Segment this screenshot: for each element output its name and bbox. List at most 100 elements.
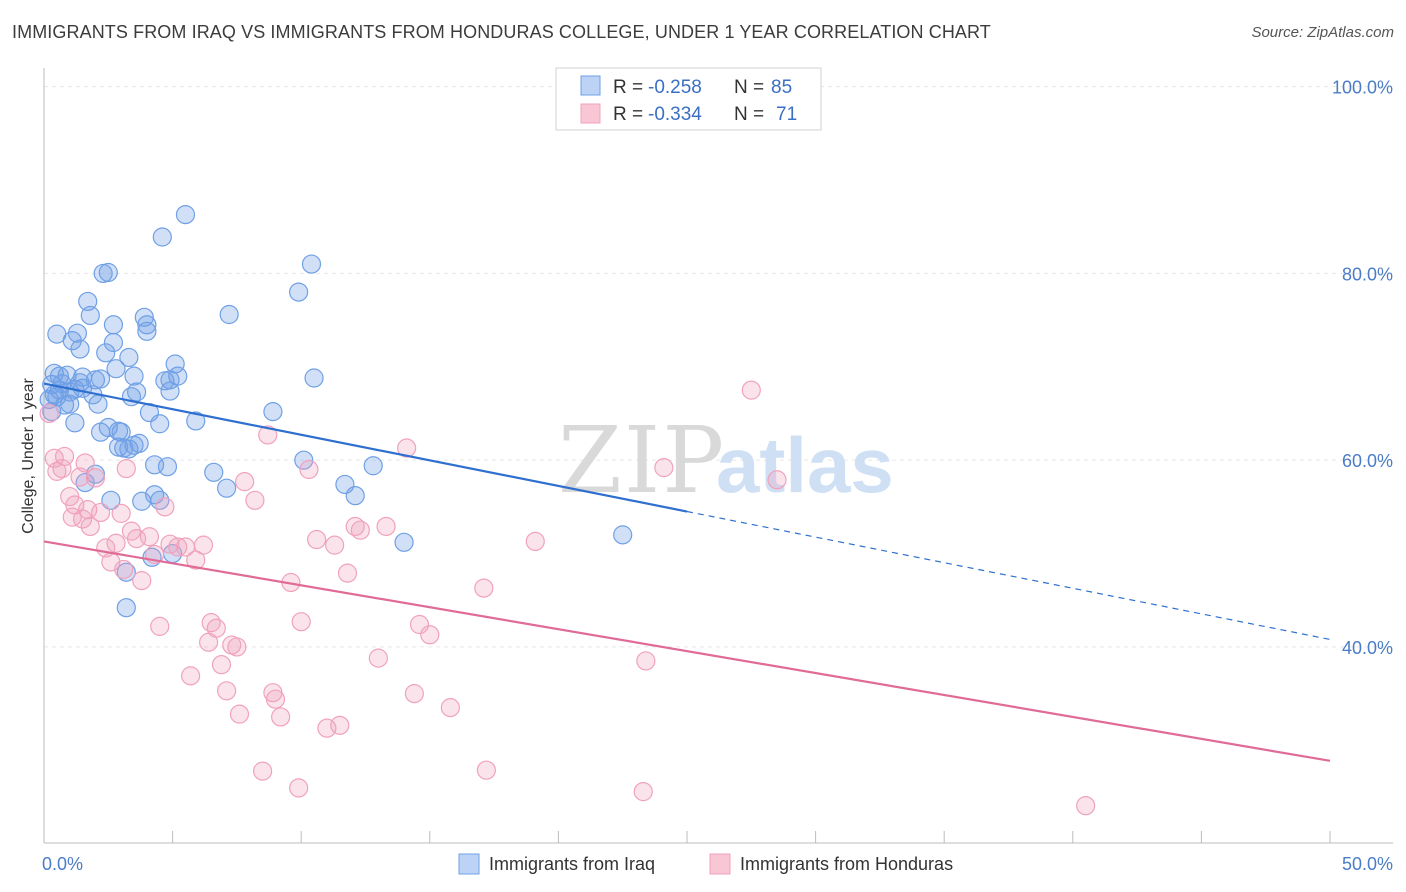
honduras-point-42 — [235, 472, 255, 492]
honduras-point-41 — [229, 704, 250, 724]
honduras-point-13 — [85, 468, 106, 488]
iraq-point-45 — [119, 347, 139, 368]
chart-title: IMMIGRANTS FROM IRAQ VS IMMIGRANTS FROM … — [12, 22, 991, 42]
legend-n-value-iraq: 85 — [771, 77, 792, 98]
bottom-legend-label-iraq: Immigrants from Iraq — [489, 854, 655, 874]
legend-r-label-0: R = — [613, 77, 643, 98]
legend-n-value-honduras: 71 — [776, 104, 797, 125]
honduras-point-3 — [52, 458, 72, 479]
bottom-legend: Immigrants from Iraq Immigrants from Hon… — [458, 853, 953, 875]
iraq-point-53 — [137, 315, 157, 335]
legend-n-label-0: N = — [734, 77, 764, 98]
honduras-point-36 — [206, 618, 226, 638]
honduras-point-4 — [54, 446, 75, 467]
honduras-point-52 — [299, 459, 319, 480]
iraq-point-32 — [96, 343, 116, 363]
x-tick-label-1: 50.0% — [1342, 854, 1393, 874]
iraq-point-63 — [157, 457, 178, 477]
series-iraq-points — [39, 204, 633, 618]
honduras-point-0 — [39, 403, 59, 424]
x-tick-label-0: 0.0% — [42, 854, 83, 874]
honduras-point-48 — [271, 707, 291, 727]
iraq-point-7 — [49, 366, 70, 386]
iraq-point-73 — [219, 304, 239, 325]
honduras-point-20 — [116, 458, 136, 479]
iraq-point-59 — [150, 490, 170, 510]
honduras-point-14 — [90, 502, 111, 523]
iraq-point-64 — [160, 381, 180, 401]
honduras-point-55 — [325, 535, 345, 555]
iraq-point-24 — [80, 305, 100, 326]
iraq-point-41 — [111, 422, 131, 442]
honduras-point-62 — [397, 438, 417, 458]
iraq-point-52 — [134, 307, 154, 327]
iraq-point-81 — [363, 456, 383, 476]
honduras-point-43 — [245, 490, 265, 510]
trend-lines — [43, 382, 1331, 762]
honduras-point-12 — [80, 516, 100, 537]
iraq-point-33 — [98, 262, 118, 283]
honduras-point-28 — [160, 534, 180, 554]
honduras-point-17 — [106, 533, 126, 553]
honduras-point-65 — [420, 625, 440, 645]
iraq-point-17 — [67, 323, 88, 343]
iraq-point-83 — [613, 525, 633, 545]
honduras-point-59 — [350, 520, 370, 540]
y-axis-tick-labels: 100.0% 80.0% 60.0% 40.0% — [1332, 78, 1393, 658]
honduras-point-19 — [114, 559, 134, 580]
honduras-point-72 — [654, 458, 674, 478]
honduras-point-69 — [525, 531, 545, 552]
legend-swatch-iraq — [580, 75, 601, 96]
honduras-point-35 — [201, 613, 221, 633]
stats-legend: R = -0.258 N = 85 R = -0.334 N = 71 — [555, 67, 822, 131]
iraq-point-74 — [263, 402, 283, 422]
honduras-point-74 — [767, 470, 787, 490]
iraq-trend-line — [43, 382, 688, 513]
honduras-point-29 — [168, 537, 188, 557]
series-honduras-points — [39, 380, 1096, 816]
y-tick-label-3: 40.0% — [1342, 638, 1393, 658]
iraq-point-76 — [294, 450, 314, 470]
y-tick-label-1: 80.0% — [1342, 264, 1393, 284]
honduras-point-67 — [474, 578, 494, 598]
iraq-point-84 — [119, 439, 139, 459]
honduras-point-60 — [368, 648, 388, 668]
iraq-point-71 — [204, 462, 224, 482]
honduras-point-68 — [476, 760, 496, 780]
x-axis-ticks — [172, 831, 1331, 843]
honduras-point-2 — [47, 461, 67, 481]
honduras-point-61 — [376, 516, 396, 537]
honduras-point-47 — [265, 689, 286, 709]
honduras-trend-line — [43, 540, 1331, 762]
honduras-point-9 — [72, 509, 93, 529]
iraq-point-68 — [168, 366, 188, 386]
honduras-point-53 — [307, 529, 327, 550]
honduras-point-50 — [289, 778, 309, 798]
iraq-point-43 — [116, 562, 136, 582]
honduras-point-27 — [155, 497, 175, 517]
iraq-point-69 — [175, 204, 196, 225]
honduras-point-10 — [75, 453, 95, 473]
iraq-trend-extension — [686, 510, 1331, 641]
y-tick-label-2: 60.0% — [1342, 451, 1393, 471]
honduras-point-33 — [193, 535, 214, 555]
iraq-point-28 — [88, 394, 108, 414]
legend-swatch-honduras — [580, 103, 601, 124]
honduras-point-73 — [741, 380, 761, 400]
honduras-point-37 — [211, 655, 232, 675]
honduras-point-26 — [150, 616, 170, 636]
iraq-point-37 — [103, 332, 124, 353]
honduras-point-57 — [337, 563, 358, 583]
iraq-point-34 — [98, 417, 118, 438]
honduras-point-58 — [345, 516, 365, 537]
honduras-point-23 — [132, 571, 152, 591]
honduras-point-70 — [633, 782, 653, 802]
bottom-legend-swatch-honduras — [709, 853, 731, 875]
iraq-point-78 — [304, 368, 324, 388]
iraq-point-23 — [78, 291, 98, 312]
honduras-point-32 — [186, 550, 206, 570]
iraq-point-36 — [103, 315, 124, 335]
iraq-point-44 — [116, 598, 136, 618]
honduras-point-44 — [253, 761, 273, 781]
iraq-point-61 — [152, 227, 172, 247]
